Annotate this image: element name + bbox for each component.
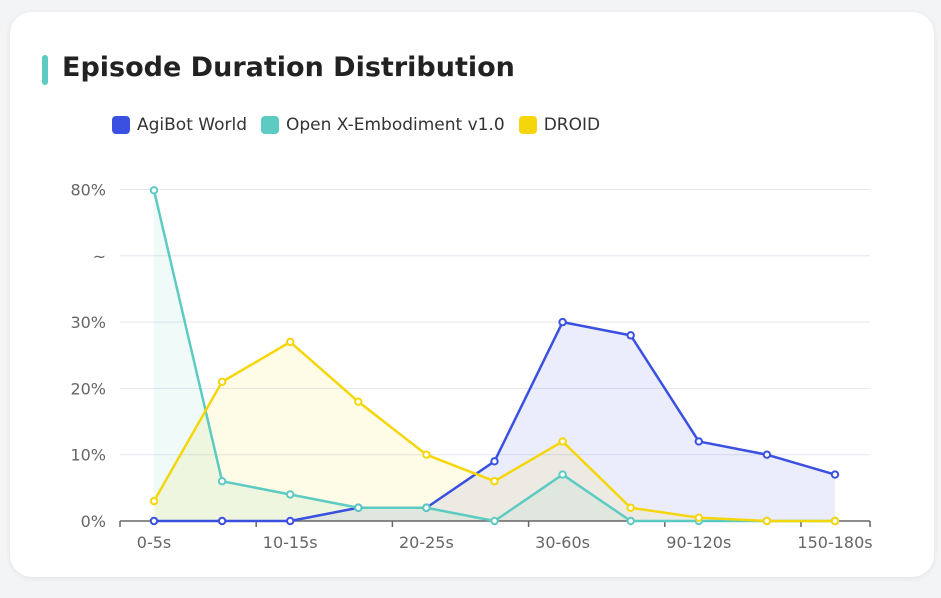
legend-label: DROID [543,115,601,135]
data-point [694,437,703,446]
y-tick-label: 80% [70,181,106,200]
x-tick-label: 10-15s [263,533,318,552]
data-point [490,477,499,486]
data-point [762,516,772,526]
series-area [154,190,835,522]
title-accent [42,55,48,85]
x-tick-label: 90-120s [666,533,731,552]
data-point [422,503,431,512]
data-point [354,397,363,406]
x-tick-label: 20-25s [399,533,454,552]
data-point [149,496,159,506]
data-point [217,377,227,386]
data-point [694,513,703,522]
y-tick-label: 20% [70,379,106,398]
legend: AgiBot World Open X-Embodiment v1.0 DROI… [112,115,600,135]
legend-label: AgiBot World [137,115,247,135]
y-tick-label: ~ [93,247,106,266]
data-point [286,490,295,499]
data-point [422,450,431,459]
data-point [626,503,635,512]
data-point [490,457,499,466]
data-point [354,503,363,512]
data-point [149,186,159,195]
legend-item-droid[interactable]: DROID [518,115,601,135]
legend-swatch [261,116,279,134]
legend-swatch [518,116,537,134]
data-point [286,516,295,526]
y-tick-label: 30% [70,313,106,332]
data-point [830,516,840,526]
data-point [626,331,635,340]
data-point [762,450,772,459]
y-tick-label: 0% [81,512,106,531]
data-point [558,470,567,479]
data-point [830,470,840,479]
legend-label: Open X-Embodiment v1.0 [286,115,505,135]
data-point [149,516,159,526]
chart-title: Episode Duration Distribution [62,52,515,83]
data-point [286,337,295,347]
data-point [217,516,227,526]
data-point [558,437,567,446]
x-tick-label: 150-180s [797,533,872,552]
y-tick-label: 10% [70,446,106,465]
x-tick-label: 30-60s [535,533,590,552]
data-point [490,516,499,526]
data-point [217,477,227,486]
x-tick-label: 0-5s [137,533,171,552]
data-point [626,516,635,526]
legend-item-oxe[interactable]: Open X-Embodiment v1.0 [261,115,505,135]
series-area [154,341,835,521]
legend-item-agibot[interactable]: AgiBot World [112,115,247,135]
series-area [154,322,835,521]
data-point [558,317,567,327]
legend-swatch [112,116,130,134]
